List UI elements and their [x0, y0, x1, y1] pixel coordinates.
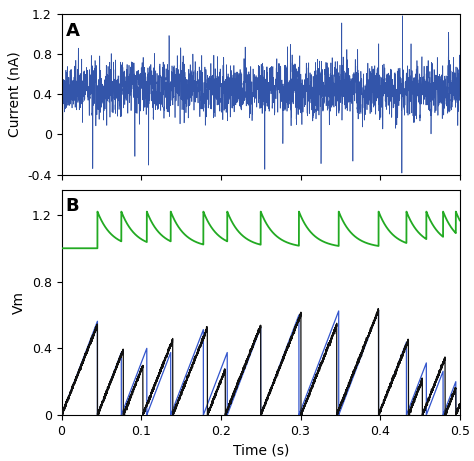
Text: B: B [65, 197, 79, 215]
Text: A: A [65, 22, 80, 40]
X-axis label: Time (s): Time (s) [233, 443, 289, 457]
Y-axis label: Vm: Vm [12, 291, 27, 314]
Y-axis label: Current (nA): Current (nA) [8, 51, 22, 137]
